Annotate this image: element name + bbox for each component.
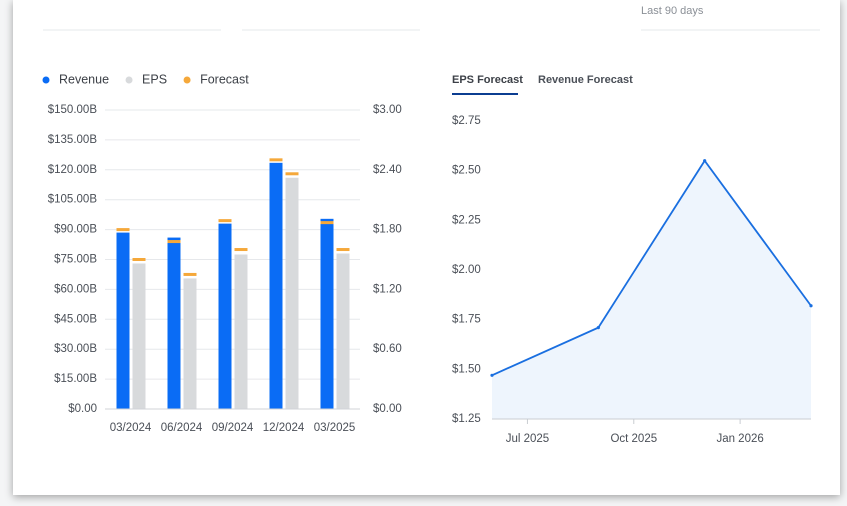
y2-tick-label: $0.60 [373,343,402,355]
forecast-mark [285,172,299,176]
y-tick-label: $60.00B [54,283,97,295]
bar [336,253,350,409]
y2-tick-label: $1.80 [373,224,402,236]
tab[interactable]: EPS Forecast [452,74,523,86]
bar [269,162,283,409]
bar [183,278,197,409]
x-tick-label: Oct 2025 [610,433,657,445]
y-tick-label: $45.00B [54,313,97,325]
legend-dot [125,76,133,84]
x-tick-label: 06/2024 [161,422,203,434]
tab-underline [452,93,518,95]
y-tick-label: $30.00B [54,343,97,355]
line [491,159,812,377]
x-tick-label: Jan 2026 [716,433,763,445]
y-tick-label: $2.25 [452,214,481,226]
y-tick-label: $2.50 [452,165,481,177]
y-tick-label: $1.25 [452,413,481,425]
y2-tick-label: $1.20 [373,283,402,295]
y-tick-label: $1.50 [452,363,481,375]
y-tick-label: $150.00B [48,104,98,116]
area [492,160,811,419]
y-tick-label: $1.75 [452,314,481,326]
tab[interactable]: Revenue Forecast [538,74,633,86]
forecast-mark [116,228,130,232]
legend-dot [42,76,50,84]
point [490,373,494,377]
x-tick-label: 03/2025 [314,422,356,434]
y-tick-label: $120.00B [48,164,98,176]
y-tick-label: $2.75 [452,115,481,127]
point [703,159,707,163]
point [596,326,600,330]
y-tick-label: $135.00B [48,134,98,146]
y-tick-label: $15.00B [54,373,97,385]
bar [320,218,334,409]
point [809,304,813,308]
y-tick-label: $105.00B [48,194,98,206]
bar [218,223,232,409]
bar [132,263,146,409]
x-tick-label: 09/2024 [212,422,254,434]
bar [167,237,181,409]
legend-dot [183,76,191,84]
forecast-mark [234,248,248,252]
y-tick-label: $75.00B [54,254,97,266]
bar [116,232,130,409]
forecast-mark [269,158,283,162]
forecast-mark [320,221,334,225]
y2-tick-label: $0.00 [373,403,402,415]
legend-label: EPS [142,72,167,86]
forecast-mark [132,258,146,261]
forecast-mark [183,272,197,276]
forecast-mark [167,240,181,244]
x-tick-label: 03/2024 [110,422,152,434]
x-tick-label: 12/2024 [263,422,305,434]
x-tick-label: Jul 2025 [506,433,549,445]
legend-label: Forecast [200,72,249,86]
bar [285,177,299,409]
y-tick-label: $2.00 [452,264,481,276]
legend-label: Revenue [59,72,109,86]
bar [234,254,248,409]
y-tick-label: $90.00B [54,224,97,236]
forecast-mark [218,219,232,223]
y-tick-label: $0.00 [68,403,97,415]
y2-tick-label: $3.00 [373,104,402,116]
y2-tick-label: $2.40 [373,164,402,176]
header-note: Last 90 days [641,5,704,17]
forecast-mark [336,248,350,252]
